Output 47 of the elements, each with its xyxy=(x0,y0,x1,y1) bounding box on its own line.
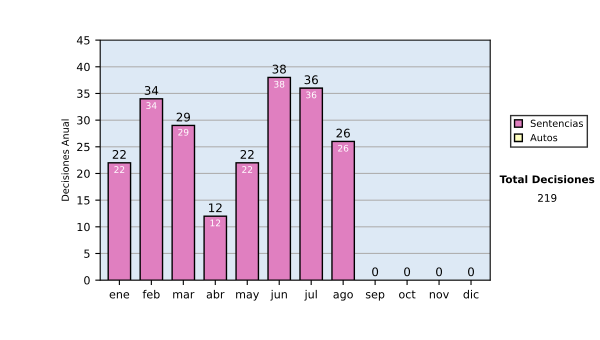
y-tick-label: 25 xyxy=(77,142,90,152)
data-label: 29 xyxy=(178,128,188,136)
x-tick-label: oct xyxy=(399,290,416,298)
total-label: 34 xyxy=(144,86,158,95)
total-label: 0 xyxy=(436,267,442,276)
total-label: 38 xyxy=(272,64,286,74)
total-label: 29 xyxy=(176,112,190,122)
x-tick-label: feb xyxy=(142,290,160,298)
y-tick-label: 20 xyxy=(77,169,90,178)
y-tick-label: 0 xyxy=(84,276,90,285)
total-label: 36 xyxy=(304,75,318,84)
y-tick-label: 40 xyxy=(76,62,90,72)
data-label: 34 xyxy=(146,102,157,109)
data-label: 26 xyxy=(338,144,348,152)
legend-label: Autos xyxy=(530,134,558,142)
y-tick-label: 35 xyxy=(77,89,90,98)
x-tick-label: nov xyxy=(430,292,449,298)
x-tick-label: ago xyxy=(333,292,353,301)
x-tick-label: abr xyxy=(206,290,224,298)
x-tick-label: dic xyxy=(464,290,478,298)
y-axis-title: Decisiones Anual xyxy=(61,119,69,201)
x-tick-label: may xyxy=(236,292,260,301)
x-tick-label: jun xyxy=(270,290,287,301)
y-tick-label: 15 xyxy=(78,196,90,205)
total-label: 0 xyxy=(372,267,378,276)
data-label: 22 xyxy=(242,166,252,173)
y-tick-label: 30 xyxy=(77,116,90,125)
legend-label: Sentencias xyxy=(530,119,583,128)
x-tick-label: ene xyxy=(110,292,130,298)
data-label: 36 xyxy=(306,91,316,98)
x-tick-label: sep xyxy=(366,292,384,301)
total-label: 0 xyxy=(404,267,410,276)
data-label: 38 xyxy=(274,80,284,88)
total-label: 26 xyxy=(336,128,350,138)
y-tick-label: 45 xyxy=(76,36,90,44)
total-label: 0 xyxy=(468,267,474,276)
x-tick-label: mar xyxy=(173,292,194,298)
text: 219 xyxy=(538,194,556,202)
y-tick-label: 5 xyxy=(84,250,90,258)
text: Total Decisiones xyxy=(500,175,594,184)
total-label: 22 xyxy=(240,150,254,159)
data-label: 22 xyxy=(114,166,124,173)
y-tick-label: 10 xyxy=(78,222,90,232)
total-label: 22 xyxy=(112,150,126,159)
data-label: 12 xyxy=(210,220,220,226)
total-label: 12 xyxy=(209,203,222,212)
x-tick-label: jul xyxy=(304,290,317,301)
